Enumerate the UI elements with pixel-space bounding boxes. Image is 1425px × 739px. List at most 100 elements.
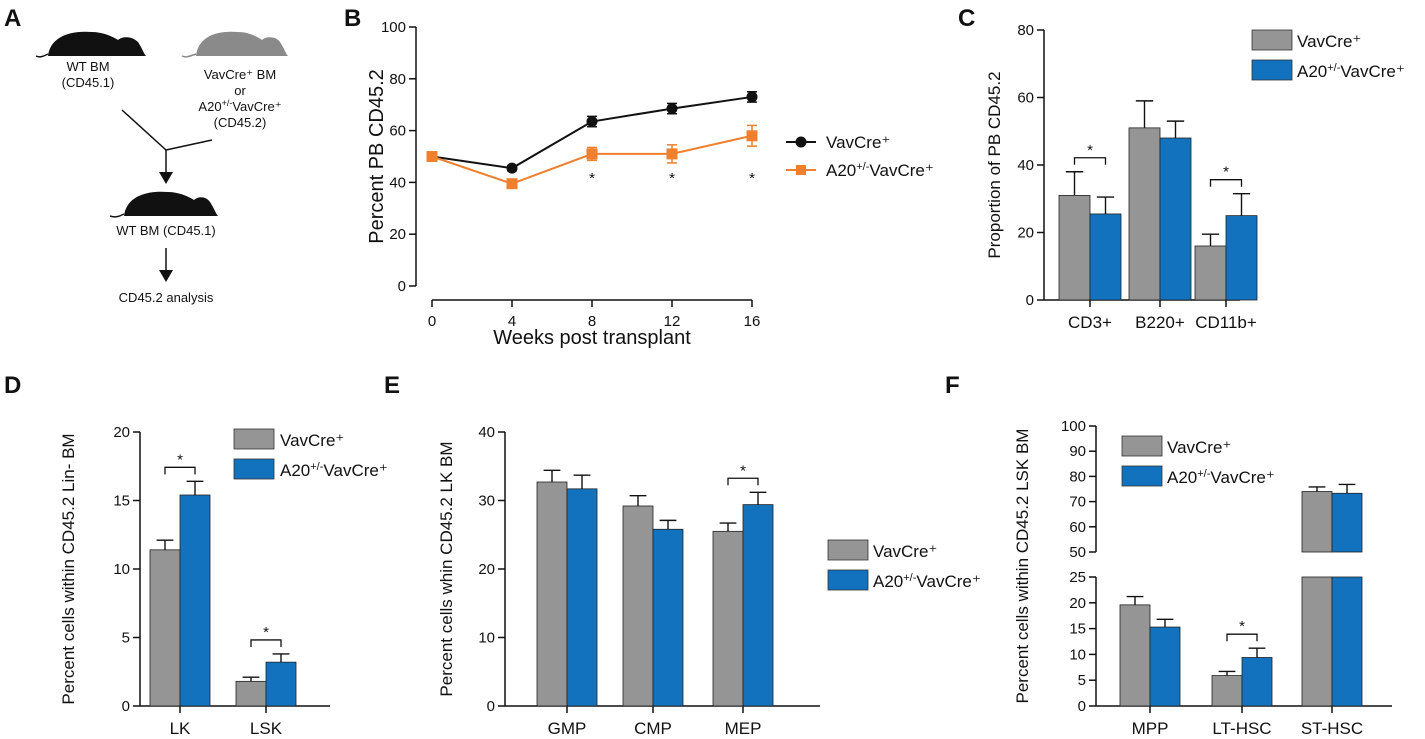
legend-b-label-vav: VavCre⁺ bbox=[826, 133, 890, 152]
c-x-tick-label: B220+ bbox=[1135, 313, 1185, 332]
legend-e-swatch-vav bbox=[827, 539, 869, 561]
d-bar bbox=[149, 549, 181, 707]
d-significance-star: * bbox=[177, 451, 183, 468]
b-point-a20 bbox=[586, 148, 598, 160]
d-x-tick-label: LK bbox=[170, 719, 191, 738]
c-bar bbox=[1194, 245, 1227, 301]
legend-d-label-a20: A20+/-VavCre⁺ bbox=[280, 461, 388, 480]
c-bar bbox=[1058, 194, 1091, 301]
c-y-tick-label: 20 bbox=[1017, 225, 1034, 242]
d-bar bbox=[235, 680, 267, 707]
c-y-tick-label: 0 bbox=[1026, 292, 1034, 309]
f-bar bbox=[1241, 657, 1273, 707]
c-y-tick-label: 40 bbox=[1017, 157, 1034, 174]
legend-f-swatch-vav bbox=[1121, 435, 1163, 457]
b-significance-star: * bbox=[669, 170, 675, 187]
f-bar bbox=[1149, 626, 1181, 707]
f-y-tick-label: 80 bbox=[1069, 468, 1086, 485]
test-donor-line2: or bbox=[234, 83, 246, 98]
e-bar bbox=[652, 528, 684, 707]
b-point-vav bbox=[506, 162, 518, 174]
legend-e-swatch-a20 bbox=[827, 569, 869, 591]
c-bar bbox=[1128, 127, 1161, 301]
f-y-tick-label: 100 bbox=[1061, 418, 1086, 435]
f-bar-upper bbox=[1331, 492, 1363, 553]
b-x-tick-label: 4 bbox=[508, 313, 516, 330]
d-significance-bracket bbox=[250, 639, 282, 647]
c-significance-bracket bbox=[1209, 179, 1243, 187]
recipient-mouse-icon bbox=[109, 191, 218, 218]
f-bar-lower bbox=[1301, 576, 1333, 707]
wt-donor-mouse-icon bbox=[35, 31, 146, 58]
e-y-tick-label: 40 bbox=[478, 424, 495, 441]
b-x-tick-label: 16 bbox=[744, 313, 761, 330]
line-chart-b: VavCre⁺ A20+/-VavCre⁺ 020406080100Percen… bbox=[366, 19, 934, 349]
legend-c: VavCre⁺ A20+/-VavCre⁺ bbox=[1251, 29, 1405, 81]
test-donor-line3: A20+/-VavCre⁺ bbox=[198, 98, 281, 114]
f-x-tick-label: ST-HSC bbox=[1301, 719, 1363, 738]
legend-c-swatch-vav bbox=[1251, 29, 1293, 51]
c-y-axis-label: Proportion of PB CD45.2 bbox=[985, 71, 1004, 258]
b-y-tick-label: 40 bbox=[389, 174, 406, 191]
legend-c-label-vav: VavCre⁺ bbox=[1297, 32, 1361, 51]
legend-b-marker-a20 bbox=[796, 165, 806, 175]
f-x-tick-label: MPP bbox=[1132, 719, 1169, 738]
f-x-tick-label: LT-HSC bbox=[1212, 719, 1271, 738]
d-y-axis-label: Percent cells within CD45.2 Lin- BM bbox=[59, 433, 78, 704]
d-bar bbox=[179, 494, 211, 707]
recipient-label: WT BM (CD45.1) bbox=[116, 223, 215, 238]
d-significance-star: * bbox=[263, 624, 269, 641]
legend-d-label-vav: VavCre⁺ bbox=[280, 431, 344, 450]
e-x-tick-label: GMP bbox=[548, 719, 587, 738]
f-y-tick-label: 25 bbox=[1069, 569, 1086, 586]
bar-chart-e: VavCre⁺ A20+/-VavCre⁺ 0 10 20 30 40 Percent c… bbox=[437, 424, 981, 738]
c-bar bbox=[1089, 213, 1122, 301]
merge-arrows bbox=[121, 109, 213, 176]
legend-e-label-a20: A20+/-VavCre⁺ bbox=[873, 572, 981, 591]
b-point-vav bbox=[586, 116, 598, 128]
legend-f-label-vav: VavCre⁺ bbox=[1167, 438, 1231, 457]
arrow-head-2 bbox=[159, 270, 173, 282]
d-y-tick-label: 10 bbox=[113, 561, 130, 578]
legend-b-marker-vav bbox=[795, 136, 807, 148]
legend-f-label-a20: A20+/-VavCre⁺ bbox=[1167, 468, 1275, 487]
analysis-label: CD45.2 analysis bbox=[119, 290, 214, 305]
e-bar bbox=[742, 504, 774, 707]
d-y-tick-label: 20 bbox=[113, 424, 130, 441]
legend-e-label-vav: VavCre⁺ bbox=[873, 542, 937, 561]
f-y-tick-label: 20 bbox=[1069, 595, 1086, 612]
b-y-tick-label: 20 bbox=[389, 226, 406, 243]
e-significance-bracket bbox=[727, 477, 759, 486]
b-y-tick-label: 80 bbox=[389, 71, 406, 88]
b-point-vav bbox=[666, 103, 678, 115]
b-y-tick-label: 0 bbox=[398, 278, 406, 295]
c-x-tick-label: CD11b+ bbox=[1195, 313, 1257, 332]
f-y-tick-label: 60 bbox=[1069, 519, 1086, 536]
bar-chart-f: VavCre⁺ A20+/-VavCre⁺ 0 5 10 15 20 25 50 60 70 80… bbox=[1013, 418, 1392, 738]
b-significance-star: * bbox=[589, 170, 595, 187]
d-x-tick-label: LSK bbox=[250, 719, 283, 738]
b-x-tick-label: 8 bbox=[588, 313, 596, 330]
panel-label-f: F bbox=[945, 372, 960, 399]
c-x-tick-label: CD3+ bbox=[1068, 313, 1112, 332]
f-y-tick-label: 15 bbox=[1069, 621, 1086, 638]
wt-donor-marker: (CD45.1) bbox=[62, 75, 115, 90]
b-point-a20 bbox=[746, 130, 758, 142]
legend-c-swatch-a20 bbox=[1251, 59, 1293, 81]
test-donor-line4: (CD45.2) bbox=[214, 115, 267, 130]
c-y-tick-label: 80 bbox=[1017, 22, 1034, 39]
panel-label-d: D bbox=[4, 372, 21, 399]
e-y-tick-label: 20 bbox=[478, 561, 495, 578]
bar-chart-c: VavCre⁺ A20+/-VavCre⁺ 0 20 40 60 80 Proportio… bbox=[985, 22, 1405, 332]
legend-d: VavCre⁺ A20+/-VavCre⁺ bbox=[233, 428, 388, 480]
c-significance-star: * bbox=[1087, 142, 1093, 159]
legend-b: VavCre⁺ A20+/-VavCre⁺ bbox=[786, 133, 934, 180]
f-bar bbox=[1211, 675, 1243, 707]
schematic-panel-a: WT BM (CD45.1) VavCre⁺ BM or A20+/-VavCr… bbox=[35, 31, 288, 305]
e-bar bbox=[536, 481, 568, 707]
f-y-tick-label: 50 bbox=[1069, 544, 1086, 561]
legend-f: VavCre⁺ A20+/-VavCre⁺ bbox=[1121, 435, 1275, 487]
b-point-a20 bbox=[666, 148, 678, 160]
d-bar bbox=[265, 661, 297, 707]
